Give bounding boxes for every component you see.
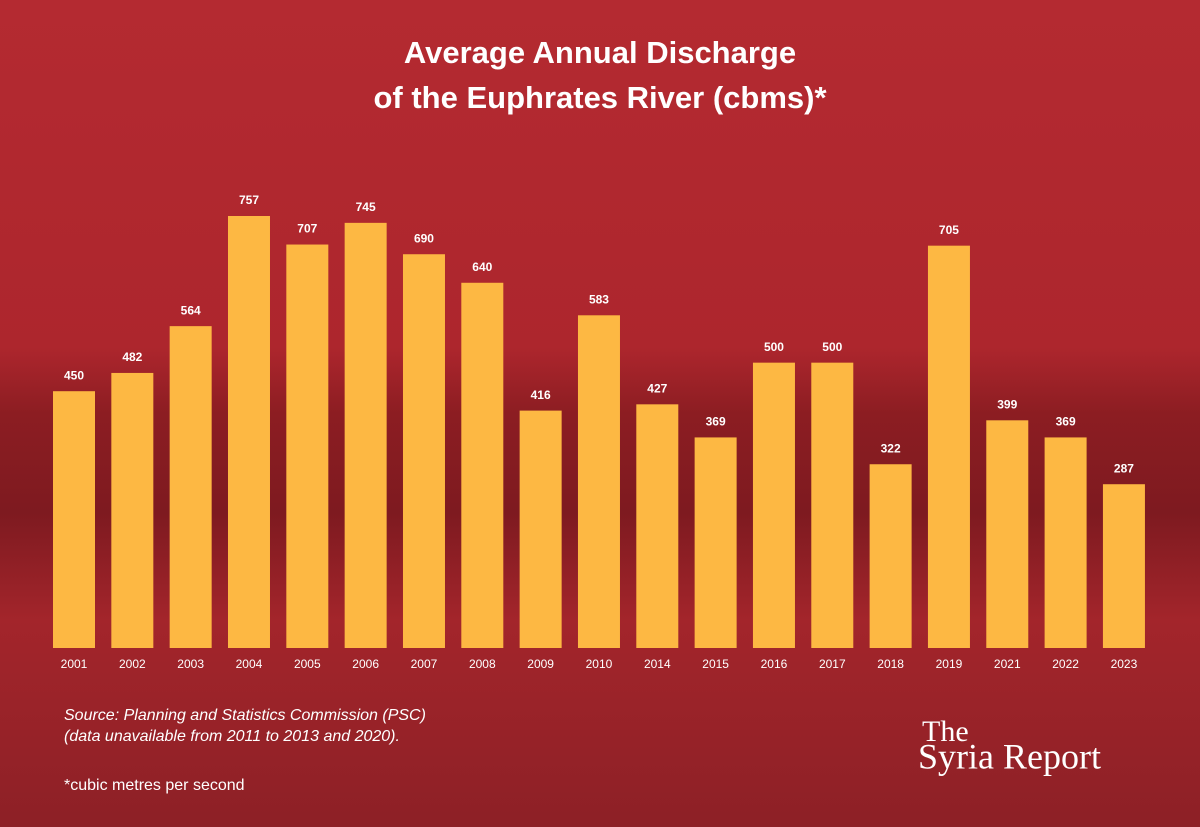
bar (869, 464, 912, 648)
x-tick-label: 2004 (236, 657, 263, 671)
value-label: 287 (1114, 461, 1134, 475)
x-tick-label: 2009 (527, 657, 554, 671)
value-label: 757 (239, 193, 259, 207)
footnote: *cubic metres per second (64, 777, 245, 794)
value-label: 322 (881, 441, 901, 455)
bar (53, 391, 95, 648)
x-tick-label: 2023 (1111, 657, 1138, 671)
x-tick-label: 2019 (936, 657, 963, 671)
x-tick-label: 2014 (644, 657, 671, 671)
x-tick-label: 2021 (994, 657, 1021, 671)
source: (data unavailable from 2011 to 2013 and … (64, 728, 400, 745)
value-label: 583 (589, 292, 609, 306)
x-tick-label: 2022 (1052, 657, 1079, 671)
bar (1102, 484, 1145, 648)
bar (111, 372, 154, 648)
x-tick-label: 2010 (586, 657, 613, 671)
value-label: 745 (356, 200, 376, 214)
value-label: 690 (414, 231, 434, 245)
value-label: 500 (764, 340, 784, 354)
bar (986, 420, 1029, 648)
value-label: 369 (706, 415, 726, 429)
logo: The (922, 715, 969, 748)
x-tick-label: 2007 (411, 657, 438, 671)
chart-title: Average Annual Discharge (404, 35, 796, 70)
value-label: 564 (181, 303, 201, 317)
value-label: 427 (647, 381, 667, 395)
value-label: 705 (939, 223, 959, 237)
bar (344, 222, 387, 648)
value-label: 369 (1056, 415, 1076, 429)
bar (577, 315, 620, 648)
x-tick-label: 2015 (702, 657, 729, 671)
bar (286, 244, 329, 648)
bar (927, 245, 970, 648)
bar (752, 362, 795, 648)
bar (461, 282, 504, 648)
value-label: 482 (122, 350, 142, 364)
bar (694, 437, 737, 648)
bar (1044, 437, 1087, 648)
x-tick-label: 2008 (469, 657, 496, 671)
bar (169, 326, 212, 648)
logo: Syria Report (918, 736, 1101, 776)
x-tick-label: 2002 (119, 657, 146, 671)
bar (519, 410, 562, 648)
x-tick-label: 2016 (761, 657, 788, 671)
value-label: 416 (531, 388, 551, 402)
x-tick-label: 2003 (177, 657, 204, 671)
source: Source: Planning and Statistics Commissi… (64, 707, 426, 724)
x-tick-label: 2001 (61, 657, 88, 671)
value-label: 500 (822, 340, 842, 354)
bar (402, 254, 445, 648)
bar (636, 404, 679, 648)
bar (811, 362, 854, 648)
x-tick-label: 2017 (819, 657, 846, 671)
value-label: 399 (997, 397, 1017, 411)
value-label: 707 (297, 222, 317, 236)
x-tick-label: 2018 (877, 657, 904, 671)
x-tick-label: 2005 (294, 657, 321, 671)
value-label: 640 (472, 260, 492, 274)
value-label: 450 (64, 368, 84, 382)
x-tick-label: 2006 (352, 657, 379, 671)
chart-title: of the Euphrates River (cbms)* (373, 80, 827, 115)
bar (227, 216, 270, 648)
